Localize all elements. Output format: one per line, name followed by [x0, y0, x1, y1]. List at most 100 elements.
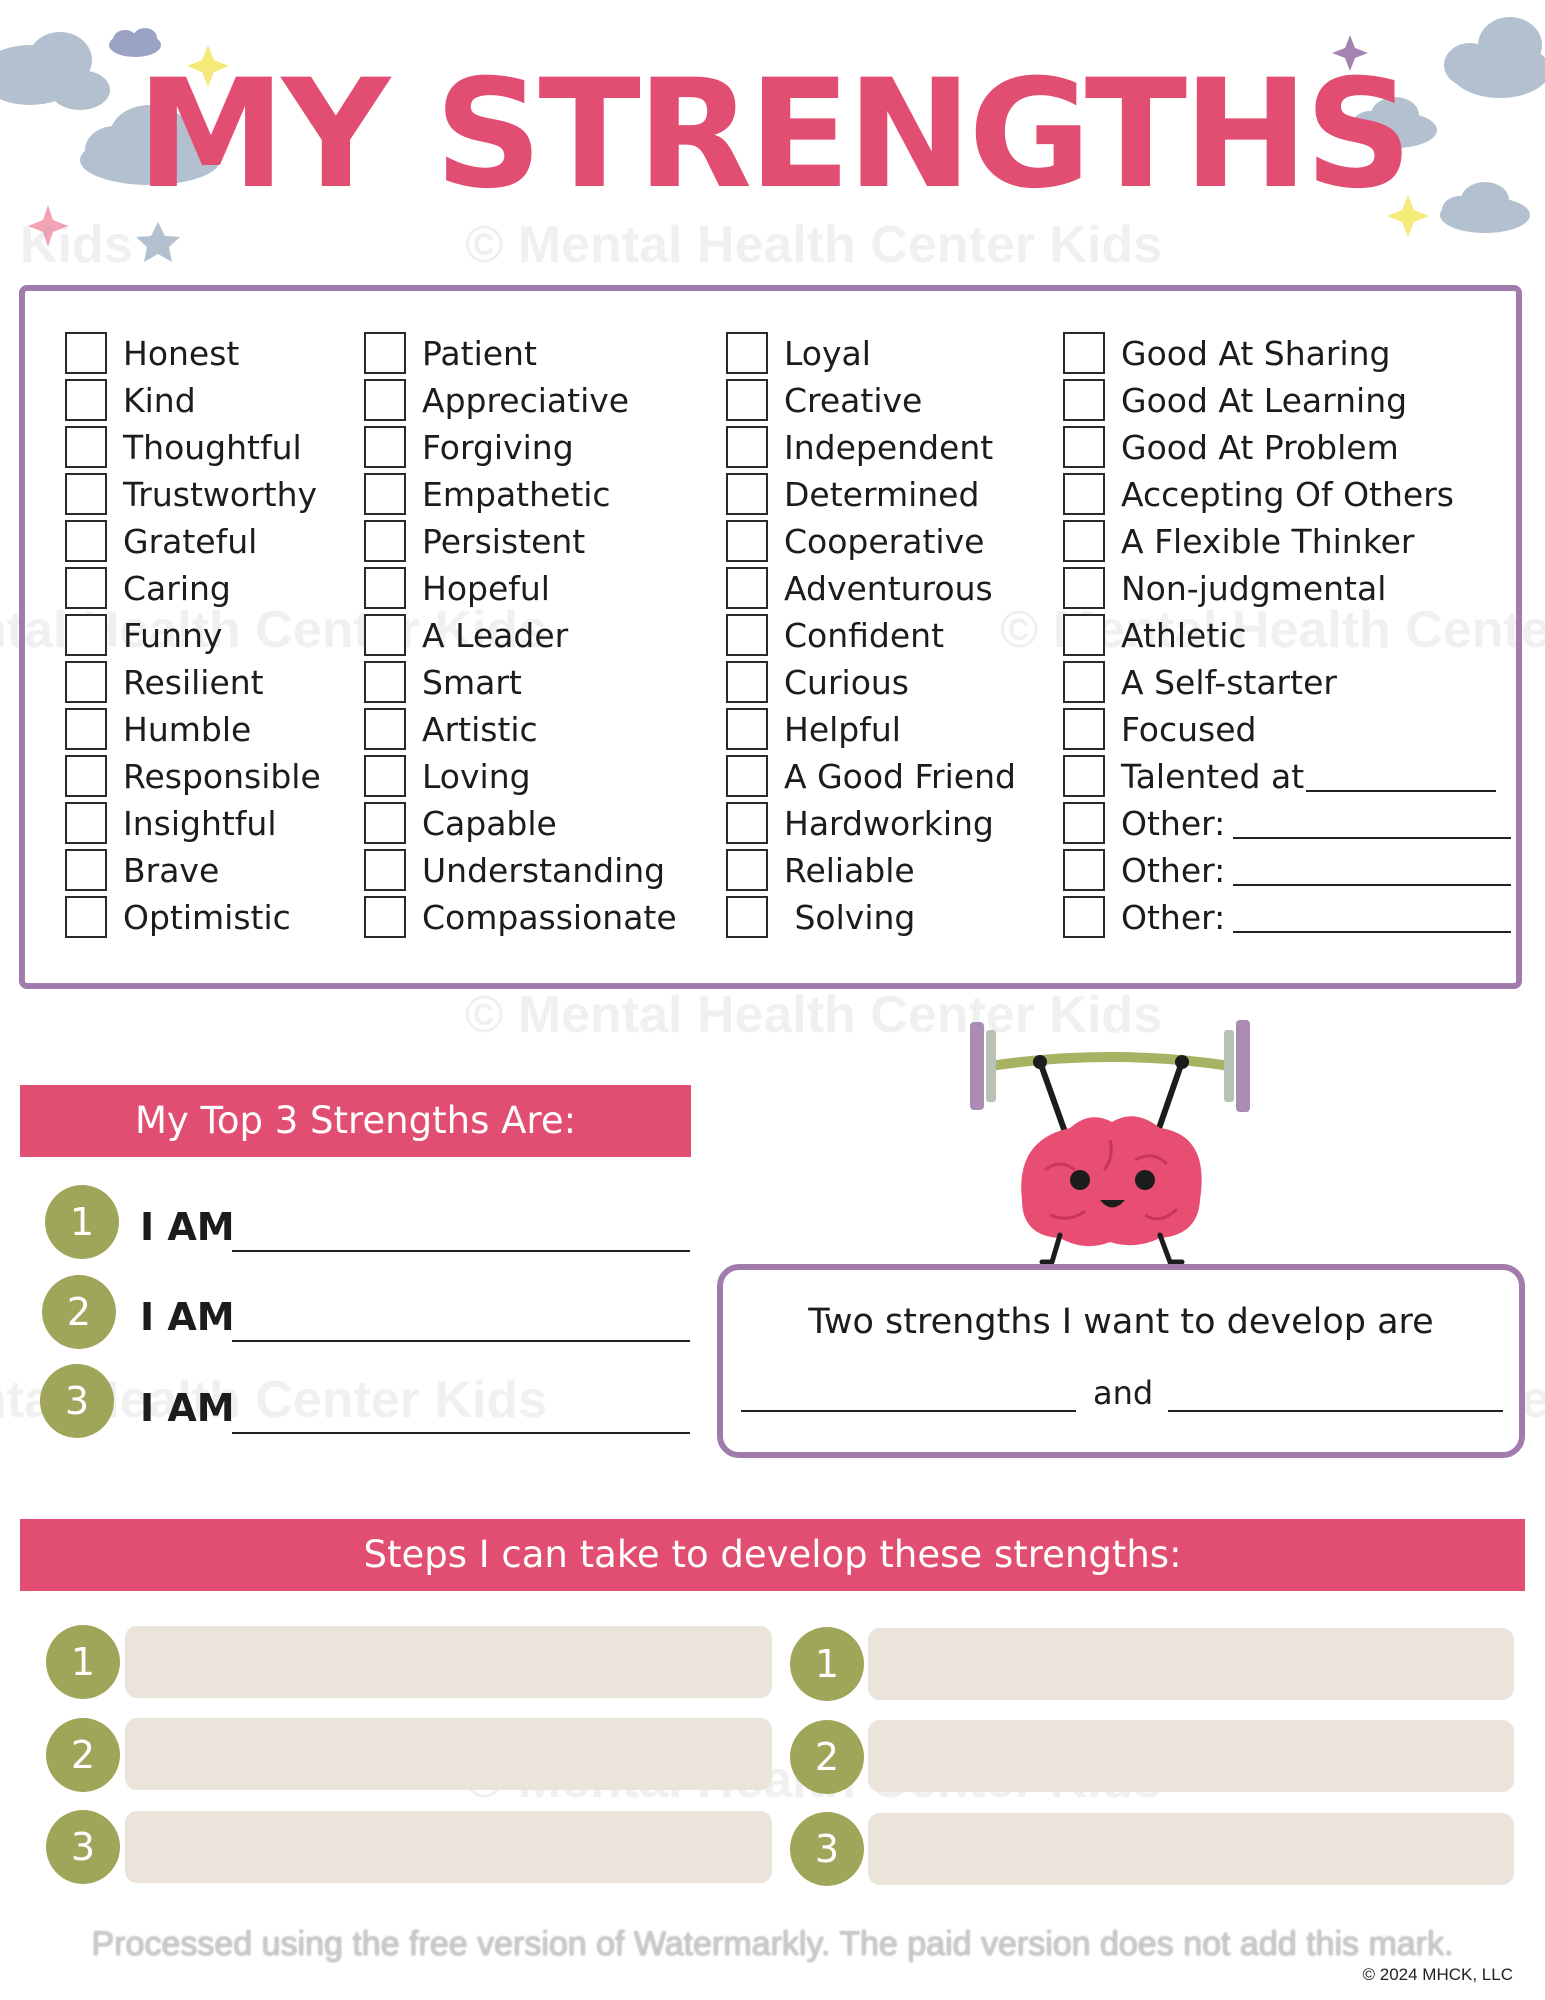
strength-label: Appreciative	[422, 380, 630, 420]
strength-label: Focused	[1121, 709, 1257, 749]
checklist-item: Appreciative	[364, 378, 629, 422]
other-blank[interactable]	[1233, 807, 1512, 839]
strength-label: Patient	[422, 333, 537, 373]
checkbox[interactable]	[364, 379, 406, 421]
checkbox[interactable]	[1063, 520, 1105, 562]
develop-answer-line-2[interactable]	[1168, 1410, 1503, 1412]
checkbox[interactable]	[1063, 379, 1105, 421]
checkbox[interactable]	[364, 332, 406, 374]
other-blank[interactable]	[1233, 854, 1512, 886]
checklist-item: Non-judgmental	[1063, 566, 1386, 610]
checklist-item: Cooperative	[726, 519, 984, 563]
checkbox[interactable]	[726, 520, 768, 562]
strength-label: Accepting Of Others	[1121, 474, 1454, 514]
checkbox[interactable]	[726, 849, 768, 891]
checkbox[interactable]	[726, 614, 768, 656]
checkbox[interactable]	[65, 802, 107, 844]
checkbox[interactable]	[65, 379, 107, 421]
checkbox[interactable]	[364, 802, 406, 844]
strength-answer-line[interactable]	[232, 1250, 690, 1252]
strength-label: Funny	[123, 615, 223, 655]
checkbox[interactable]	[364, 708, 406, 750]
checkbox[interactable]	[1063, 708, 1105, 750]
checkbox[interactable]	[364, 520, 406, 562]
checkbox[interactable]	[364, 896, 406, 938]
develop-answer-line-1[interactable]	[741, 1410, 1076, 1412]
checkbox[interactable]	[1063, 614, 1105, 656]
step-input[interactable]	[868, 1720, 1514, 1792]
top3-heading: My Top 3 Strengths Are:	[20, 1085, 691, 1157]
checklist-item: Forgiving	[364, 425, 574, 469]
checkbox[interactable]	[364, 661, 406, 703]
strength-label: Good At Learning	[1121, 380, 1408, 420]
checkbox[interactable]	[65, 473, 107, 515]
number-badge: 3	[40, 1364, 114, 1438]
checkbox[interactable]	[65, 567, 107, 609]
strength-label: Loyal	[784, 333, 871, 373]
checkbox[interactable]	[1063, 661, 1105, 703]
checkbox[interactable]	[1063, 849, 1105, 891]
strength-label: Artistic	[422, 709, 538, 749]
checkbox[interactable]	[65, 661, 107, 703]
checkbox[interactable]	[726, 473, 768, 515]
number-badge: 1	[46, 1625, 120, 1699]
checkbox[interactable]	[726, 708, 768, 750]
checkbox[interactable]	[726, 379, 768, 421]
checkbox[interactable]	[364, 567, 406, 609]
strength-label: Caring	[123, 568, 231, 608]
checkbox[interactable]	[726, 567, 768, 609]
checklist-item: Capable	[364, 801, 557, 845]
checkbox[interactable]	[1063, 802, 1105, 844]
step-input[interactable]	[868, 1628, 1514, 1700]
strength-label: Creative	[784, 380, 923, 420]
checkbox[interactable]	[65, 849, 107, 891]
strength-label: Insightful	[123, 803, 277, 843]
checkbox[interactable]	[364, 755, 406, 797]
checkbox[interactable]	[65, 614, 107, 656]
checkbox[interactable]	[65, 755, 107, 797]
checkbox[interactable]	[726, 755, 768, 797]
step-input[interactable]	[125, 1718, 772, 1790]
develop-strengths-box: Two strengths I want to develop are and	[717, 1264, 1525, 1458]
checkbox[interactable]	[726, 426, 768, 468]
checkbox[interactable]	[364, 614, 406, 656]
checkbox[interactable]	[364, 426, 406, 468]
checklist-item: Confident	[726, 613, 944, 657]
checkbox[interactable]	[65, 896, 107, 938]
checkbox[interactable]	[726, 661, 768, 703]
strength-label: Empathetic	[422, 474, 611, 514]
checkbox[interactable]	[364, 849, 406, 891]
checkbox[interactable]	[65, 332, 107, 374]
checklist-item: Caring	[65, 566, 231, 610]
checkbox[interactable]	[726, 332, 768, 374]
checkbox[interactable]	[726, 802, 768, 844]
checkbox[interactable]	[1063, 426, 1105, 468]
checkbox[interactable]	[65, 520, 107, 562]
strength-label: Trustworthy	[123, 474, 318, 514]
checkbox[interactable]	[1063, 332, 1105, 374]
step-input[interactable]	[125, 1626, 772, 1698]
checklist-item: Thoughtful	[65, 425, 302, 469]
step-input[interactable]	[125, 1811, 772, 1883]
number-badge: 1	[45, 1185, 119, 1259]
checkbox[interactable]	[1063, 755, 1105, 797]
strength-label: Confident	[784, 615, 945, 655]
number-badge: 2	[790, 1720, 864, 1794]
watermark-footer: Processed using the free version of Wate…	[91, 1925, 1454, 1963]
talented-at-blank[interactable]	[1306, 760, 1497, 792]
checkbox[interactable]	[1063, 567, 1105, 609]
checkbox[interactable]	[364, 473, 406, 515]
number-badge: 3	[790, 1812, 864, 1886]
strength-label: Other:	[1121, 897, 1226, 937]
other-blank[interactable]	[1233, 901, 1512, 933]
checkbox[interactable]	[1063, 896, 1105, 938]
checklist-item: Determined	[726, 472, 979, 516]
checkbox[interactable]	[65, 708, 107, 750]
strength-answer-line[interactable]	[232, 1432, 690, 1434]
checkbox[interactable]	[726, 896, 768, 938]
checkbox[interactable]	[1063, 473, 1105, 515]
step-input[interactable]	[868, 1813, 1514, 1885]
develop-prompt: Two strengths I want to develop are	[808, 1302, 1434, 1342]
checkbox[interactable]	[65, 426, 107, 468]
strength-answer-line[interactable]	[232, 1340, 690, 1342]
